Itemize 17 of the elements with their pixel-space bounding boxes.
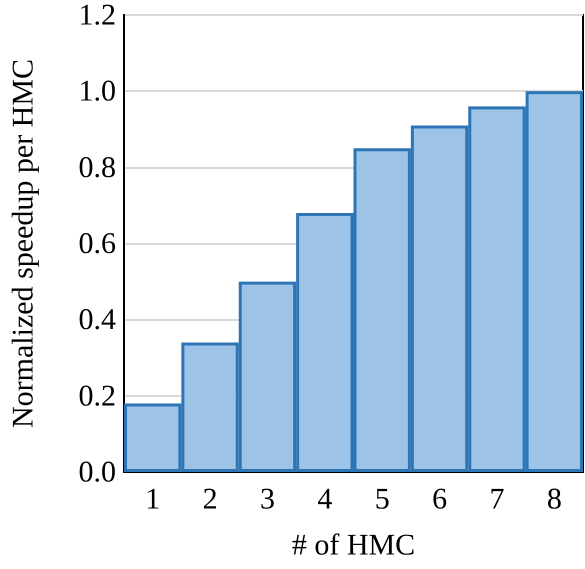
x-tick-label: 1 <box>145 482 160 516</box>
x-tick-label: 7 <box>489 482 504 516</box>
x-tick-label: 6 <box>432 482 448 516</box>
y-tick-label: 0.6 <box>78 227 116 260</box>
x-axis-title: # of HMC <box>292 528 416 562</box>
y-axis-title: Normalized speedup per HMC <box>6 58 40 428</box>
y-tick-label: 1.0 <box>78 74 116 108</box>
x-tick-label: 2 <box>202 482 218 516</box>
x-tick-label: 4 <box>317 482 332 516</box>
y-tick-label: 0.2 <box>78 379 116 412</box>
x-tick-label: 8 <box>546 482 562 516</box>
y-tick-label: 0.8 <box>78 150 116 184</box>
y-tick-label: 1.2 <box>78 0 116 32</box>
y-tick-label: 0.0 <box>78 456 116 488</box>
x-tick-label: 5 <box>374 482 390 516</box>
y-tick-label: 0.4 <box>78 303 116 336</box>
x-tick-label: 3 <box>260 482 275 516</box>
